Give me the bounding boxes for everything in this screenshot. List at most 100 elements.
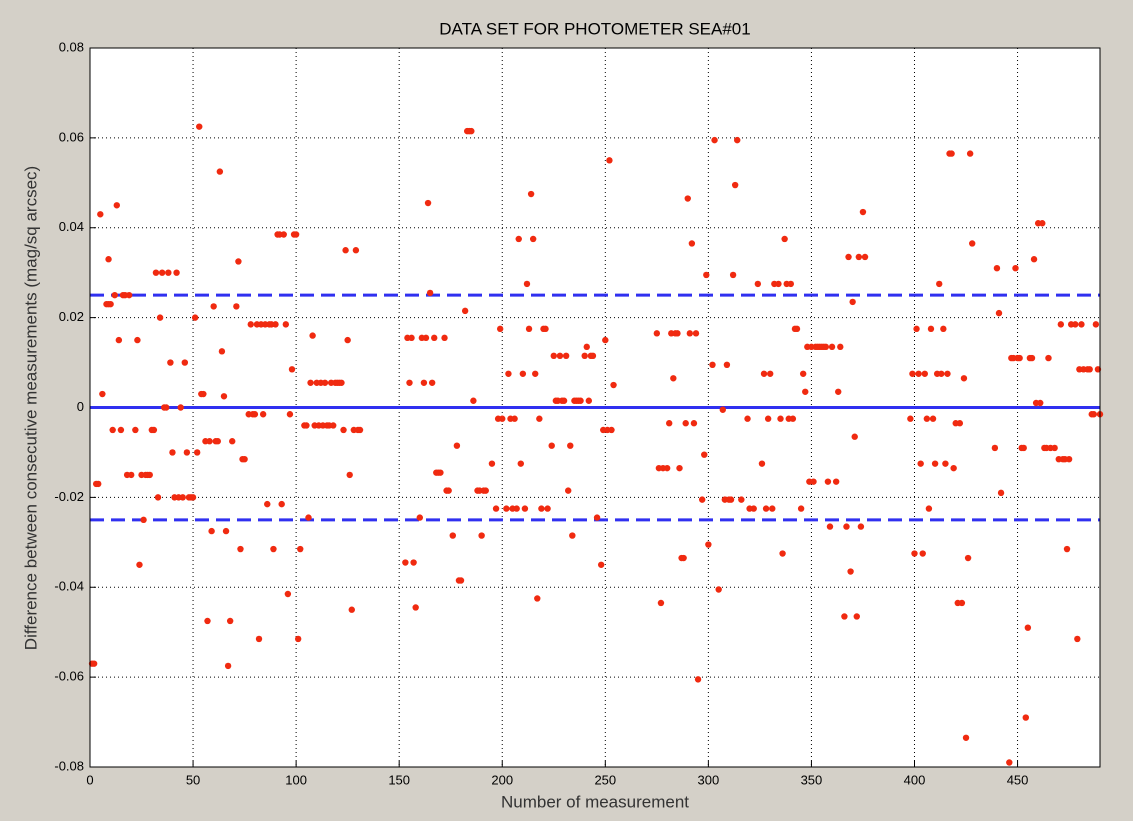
data-point xyxy=(997,489,1005,497)
data-point xyxy=(272,321,279,328)
data-point xyxy=(426,289,434,297)
data-point xyxy=(220,393,228,400)
data-point xyxy=(964,554,972,562)
data-point xyxy=(565,487,572,494)
data-point xyxy=(264,500,271,508)
y-tick-label: -0.08 xyxy=(54,758,84,773)
data-point xyxy=(206,438,213,445)
data-point xyxy=(1045,354,1052,362)
data-point xyxy=(255,635,263,643)
data-point xyxy=(556,352,564,360)
data-point xyxy=(470,397,477,404)
data-point xyxy=(1039,220,1046,227)
data-point xyxy=(709,361,716,369)
data-point xyxy=(449,532,456,539)
data-point xyxy=(97,211,104,218)
data-point xyxy=(919,550,926,557)
data-point xyxy=(307,379,314,386)
data-point xyxy=(431,334,438,342)
data-point xyxy=(847,568,854,575)
data-point xyxy=(492,505,500,512)
data-point xyxy=(915,370,922,377)
data-point xyxy=(156,314,164,321)
data-point xyxy=(942,460,949,467)
data-point xyxy=(505,370,512,377)
data-point xyxy=(560,397,568,404)
data-point xyxy=(927,325,935,333)
data-point xyxy=(602,336,609,344)
data-point xyxy=(278,500,285,508)
y-tick-label: 0.02 xyxy=(59,309,84,324)
data-point xyxy=(828,343,836,351)
data-point xyxy=(519,370,527,377)
data-point xyxy=(538,505,545,512)
data-point xyxy=(173,269,180,276)
data-point xyxy=(711,136,718,144)
data-point xyxy=(478,532,485,539)
data-point xyxy=(857,523,865,530)
data-point xyxy=(125,291,133,299)
data-point xyxy=(562,352,570,360)
data-point xyxy=(513,505,520,512)
data-point xyxy=(517,460,524,467)
data-point xyxy=(402,559,409,566)
data-point xyxy=(1092,321,1100,328)
data-point xyxy=(824,478,832,485)
data-point xyxy=(196,123,203,130)
data-point xyxy=(229,438,236,445)
data-point xyxy=(163,404,170,411)
y-tick-label: -0.02 xyxy=(54,489,84,504)
y-tick-label: 0.06 xyxy=(59,129,84,144)
data-point xyxy=(169,449,176,456)
data-point xyxy=(111,291,118,299)
data-point xyxy=(849,298,856,306)
y-tick-label: 0.08 xyxy=(59,39,84,54)
data-point xyxy=(956,420,964,427)
data-point xyxy=(428,379,436,386)
data-point xyxy=(340,426,347,434)
data-point xyxy=(410,559,417,566)
x-tick-label: 350 xyxy=(801,772,823,787)
data-point xyxy=(610,381,617,389)
data-point xyxy=(688,240,696,247)
data-point xyxy=(835,388,842,395)
data-point xyxy=(523,280,531,288)
data-point xyxy=(309,332,316,339)
data-point xyxy=(960,375,968,382)
data-point xyxy=(750,505,757,512)
data-point xyxy=(577,397,584,404)
data-point xyxy=(775,280,782,288)
data-point xyxy=(692,330,700,337)
data-point xyxy=(437,469,444,476)
data-point xyxy=(703,271,710,279)
data-point xyxy=(931,460,939,467)
data-point xyxy=(1016,354,1023,362)
data-point xyxy=(191,314,199,321)
data-point xyxy=(210,303,217,310)
x-tick-label: 0 xyxy=(86,772,93,787)
data-point xyxy=(536,415,543,422)
data-point xyxy=(769,505,776,512)
data-point xyxy=(738,496,745,503)
data-point xyxy=(208,527,215,535)
data-point xyxy=(993,264,1001,272)
data-point xyxy=(936,280,943,288)
data-point xyxy=(754,280,762,288)
data-point xyxy=(529,235,537,243)
data-point xyxy=(128,471,135,479)
data-point xyxy=(727,496,735,503)
x-tick-label: 450 xyxy=(1007,772,1029,787)
data-point xyxy=(1090,411,1098,418)
data-point xyxy=(499,415,506,422)
data-point xyxy=(115,336,123,344)
data-point xyxy=(482,487,489,494)
data-point xyxy=(969,240,976,247)
data-point xyxy=(789,415,797,422)
data-point xyxy=(670,375,677,382)
data-point xyxy=(589,352,597,360)
data-point xyxy=(729,271,737,279)
data-point xyxy=(719,406,726,413)
data-point xyxy=(1037,399,1044,407)
data-point xyxy=(929,415,937,422)
data-point xyxy=(567,442,574,449)
